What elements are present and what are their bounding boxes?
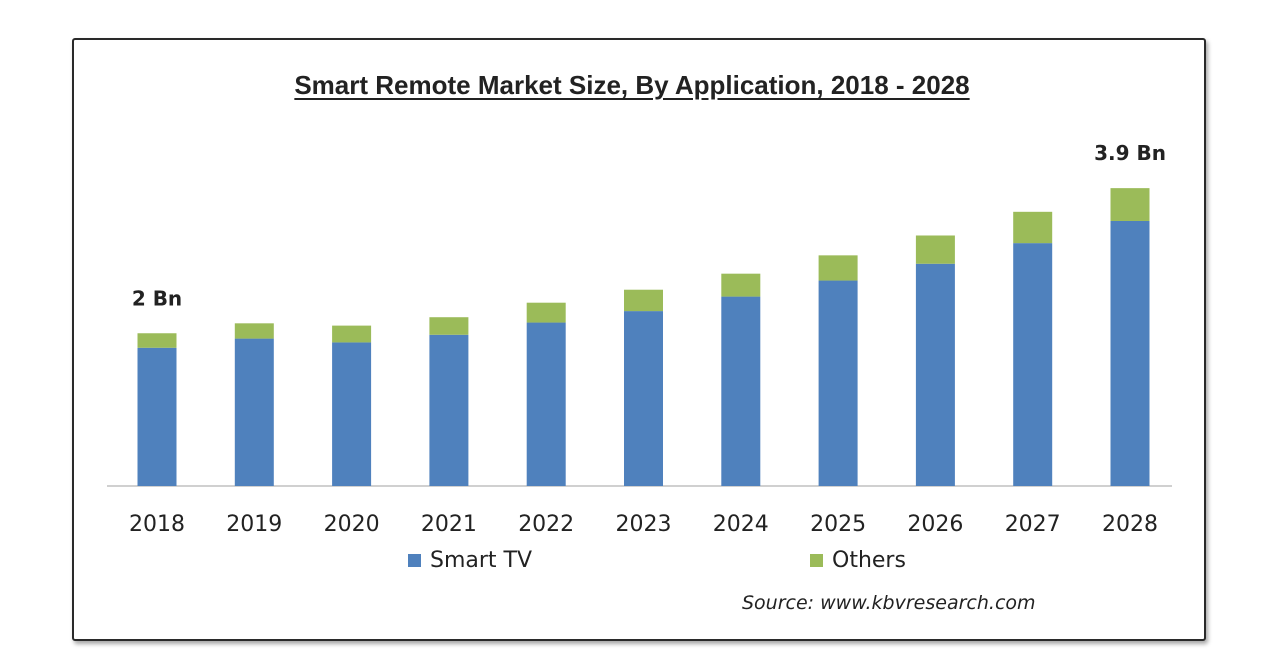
- bar-others-2027: [1013, 211, 1053, 244]
- data-label-2028: 3.9 Bn: [1094, 141, 1166, 165]
- x-tick-label-2018: 2018: [129, 512, 185, 537]
- bar-others-2026: [915, 235, 955, 264]
- bar-others-2028: [1110, 188, 1150, 221]
- x-tick-label-2023: 2023: [616, 512, 672, 537]
- x-tick-label-2020: 2020: [324, 512, 380, 537]
- chart-title: Smart Remote Market Size, By Application…: [294, 70, 970, 100]
- bar-smart-tv-2024: [721, 296, 761, 486]
- bar-smart-tv-2018: [137, 347, 177, 486]
- x-tick-label-2021: 2021: [421, 512, 477, 537]
- bar-others-2025: [818, 255, 858, 281]
- bar-smart-tv-2025: [818, 280, 858, 486]
- bar-others-2019: [234, 323, 274, 339]
- legend-item-others: Others: [810, 548, 906, 573]
- legend-label-smart-tv: Smart TV: [430, 548, 533, 573]
- x-tick-label-2022: 2022: [518, 512, 574, 537]
- x-tick-label-2026: 2026: [907, 512, 963, 537]
- bar-smart-tv-2026: [915, 263, 955, 486]
- bar-smart-tv-2028: [1110, 220, 1150, 486]
- bar-others-2022: [526, 302, 566, 323]
- bar-smart-tv-2023: [624, 311, 663, 486]
- bar-smart-tv-2019: [234, 338, 274, 486]
- bar-others-2024: [721, 273, 761, 297]
- x-tick-label-2028: 2028: [1102, 512, 1158, 537]
- x-tick-label-2027: 2027: [1005, 512, 1061, 537]
- bar-others-2020: [332, 325, 372, 343]
- data-label-2018: 2 Bn: [132, 286, 182, 310]
- x-tick-label-2025: 2025: [810, 512, 866, 537]
- legend-swatch-others: [810, 554, 823, 567]
- bar-others-2023: [624, 289, 663, 312]
- bar-smart-tv-2021: [429, 334, 469, 486]
- legend-swatch-smart-tv: [408, 554, 421, 567]
- legend-label-others: Others: [832, 548, 906, 573]
- bar-others-2018: [137, 333, 177, 348]
- bar-smart-tv-2020: [332, 342, 372, 486]
- source-note: Source: www.kbvresearch.com: [742, 592, 1036, 614]
- bar-smart-tv-2022: [526, 322, 566, 486]
- bar-others-2021: [429, 317, 469, 335]
- legend-item-smart-tv: Smart TV: [408, 548, 532, 573]
- x-tick-label-2019: 2019: [226, 512, 282, 537]
- x-tick-label-2024: 2024: [713, 512, 769, 537]
- bar-smart-tv-2027: [1013, 243, 1053, 486]
